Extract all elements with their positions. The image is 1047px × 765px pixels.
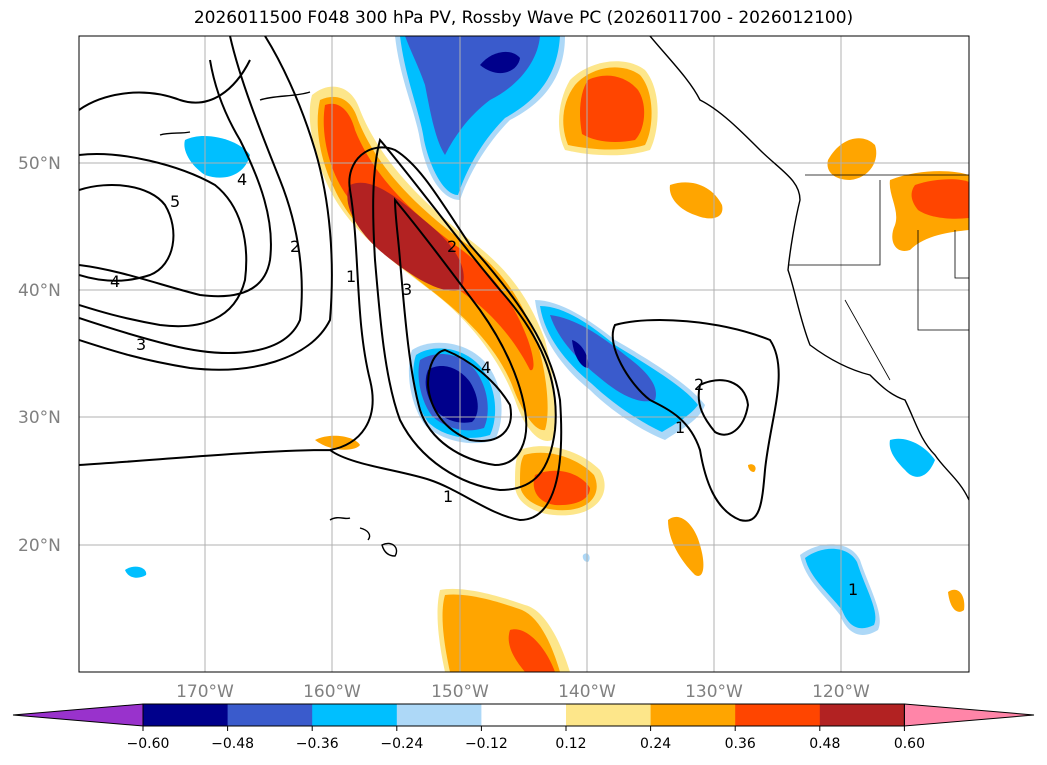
colorbar-tick-label: −0.60 — [127, 736, 170, 752]
contour-label: 5 — [170, 192, 180, 211]
contour-outer-north — [79, 59, 251, 111]
pv-contours — [79, 36, 780, 522]
lon-label: 120°W — [812, 682, 870, 702]
contour-label: 3 — [136, 335, 146, 354]
contour-label: 1 — [675, 418, 685, 437]
colorbar-tick-label: −0.24 — [380, 736, 423, 752]
colorbar-segment — [566, 704, 652, 726]
colorbar-segment — [650, 704, 736, 726]
colorbar-extend-max — [903, 703, 1035, 727]
contour-label: 4 — [481, 358, 491, 377]
colorbar-tick-label: 0.24 — [640, 736, 671, 752]
colorbar-extend-min — [12, 703, 144, 727]
colorbar-segment — [819, 704, 905, 726]
lon-label: 170°W — [176, 682, 234, 702]
graticule — [79, 36, 969, 672]
contour-3-band — [393, 197, 528, 467]
contour-4-mid — [79, 153, 248, 328]
contour-label: 1 — [848, 580, 858, 599]
contour-label: 1 — [443, 487, 453, 506]
lat-label: 30°N — [18, 408, 61, 428]
colorbar-tick-label: 0.12 — [555, 736, 586, 752]
contour-4-west — [79, 59, 272, 298]
contour-label: 4 — [110, 272, 120, 291]
colorbar-segment — [312, 704, 398, 726]
coastlines — [159, 36, 969, 557]
colorbar-tick-label: 0.60 — [894, 736, 925, 752]
colorbar-outline — [142, 703, 905, 727]
lon-label: 140°W — [558, 682, 616, 702]
political-borders — [788, 174, 969, 381]
colorbar-tick-label: 0.48 — [809, 736, 840, 752]
contour-label: 3 — [402, 280, 412, 299]
pv-anomaly-fills — [125, 36, 969, 672]
map-frame — [78, 35, 970, 673]
contour-3 — [79, 36, 333, 371]
colorbar: −0.60 −0.48 −0.36 −0.24 −0.12 0.12 0.24 0.36 0.4… — [12, 703, 1035, 752]
lat-label: 20°N — [18, 536, 61, 556]
colorbar-tick-label: −0.36 — [296, 736, 339, 752]
contour-label: 2 — [694, 375, 704, 394]
map-title: 2026011500 F048 300 hPa PV, Rossby Wave … — [193, 8, 854, 28]
colorbar-tick-label: −0.48 — [211, 736, 254, 752]
contour-label: 1 — [346, 267, 356, 286]
contour-label: 4 — [237, 170, 247, 189]
colorbar-tick-label: 0.36 — [725, 736, 756, 752]
contour-labels: 5 4 4 3 2 1 1 3 2 4 2 1 1 — [110, 170, 858, 599]
lat-label: 40°N — [18, 281, 61, 301]
contour-4-band — [426, 348, 512, 442]
contour-label: 2 — [290, 237, 300, 256]
colorbar-segment — [481, 704, 567, 726]
lon-label: 150°W — [431, 682, 489, 702]
lat-label: 50°N — [18, 154, 61, 174]
contour-1-east — [611, 319, 780, 522]
colorbar-segment — [227, 704, 313, 726]
lon-label: 160°W — [303, 682, 361, 702]
lon-label: 130°W — [685, 682, 743, 702]
colorbar-segment — [396, 704, 482, 726]
contour-1 — [79, 146, 563, 522]
colorbar-segment — [735, 704, 821, 726]
contour-5 — [79, 184, 175, 282]
colorbar-segment — [143, 704, 229, 726]
contour-2-east — [697, 379, 750, 436]
latitude-labels: 50°N 40°N 30°N 20°N — [18, 154, 61, 556]
contour-label: 2 — [447, 237, 457, 256]
contour-2 — [79, 36, 303, 354]
contour-2-band — [372, 137, 557, 492]
longitude-labels: 170°W 160°W 150°W 140°W 130°W 120°W — [176, 682, 870, 702]
colorbar-tick-label: −0.12 — [465, 736, 508, 752]
